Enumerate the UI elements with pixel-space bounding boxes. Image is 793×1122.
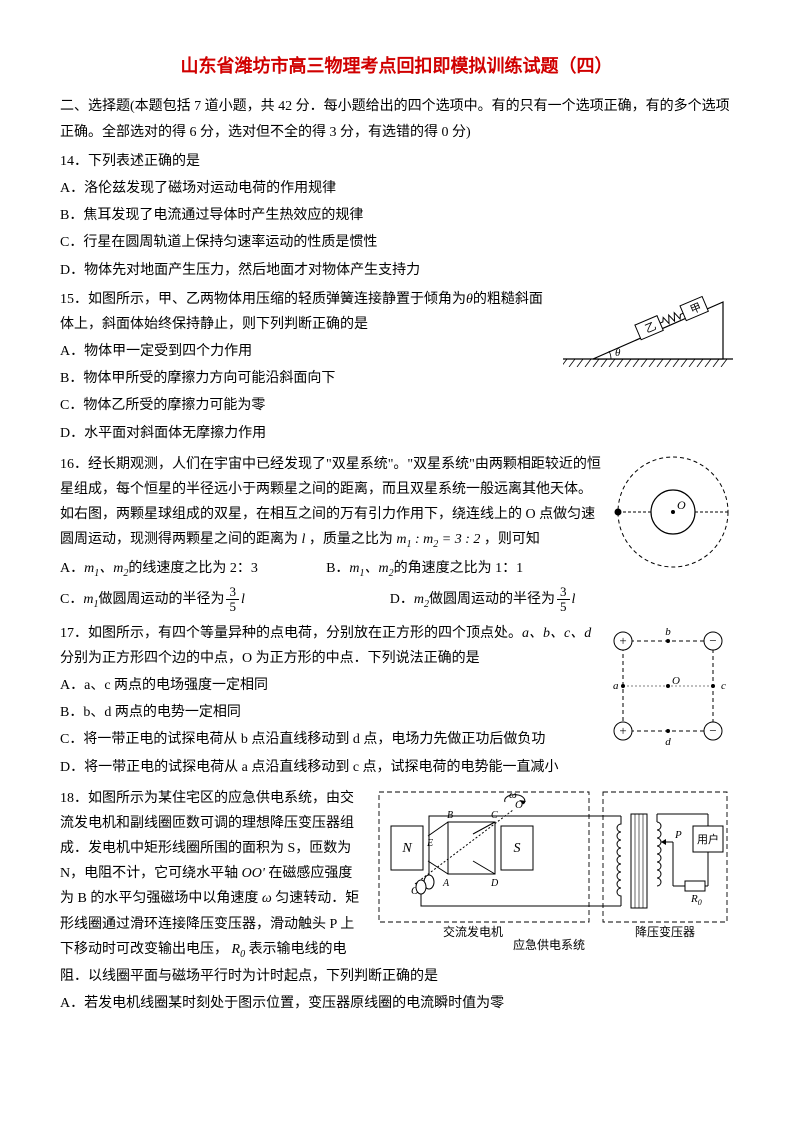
svg-text:+: + [619,633,626,648]
mass-ratio: m1 : m2 = 3 : 2 [393,532,484,547]
frac-3-5-d: 35 [557,585,570,615]
question-15: θ 乙 甲 15．如图所示，甲、乙两物体用压缩的轻质弹簧连接静置于倾角为θ的粗糙… [60,287,733,448]
svg-text:−: − [709,633,716,648]
q14-option-D: D．物体先对地面产生压力，然后地面才对物体产生支持力 [60,258,733,283]
svg-text:N: N [401,841,412,856]
svg-text:b: b [665,626,671,638]
q16-option-D: D．m2做圆周运动的半径为35l [390,585,720,615]
q14-option-B: B．焦耳发现了电流通过导体时产生热效应的规律 [60,203,733,228]
q14-option-C: C．行星在圆周轨道上保持匀速率运动的性质是惯性 [60,230,733,255]
q17-option-D: D．将一带正电的试探电荷从 a 点沿直线移动到 c 点，试探电荷的电势能一直减小 [60,755,733,780]
q14-stem: 14．下列表述正确的是 [60,149,733,174]
q16-A-text: 的线速度之比为 2：3 [128,561,258,576]
OO-prime: OO' [238,866,268,881]
svg-text:a: a [613,680,619,692]
svg-text:R0: R0 [690,893,702,907]
l-c: l [241,592,245,607]
m1-m2-b: m1、m2 [349,561,393,576]
svg-text:+: + [619,723,626,738]
q17-stem-a: 17．如图所示，有四个等量异种的点电荷，分别放在正方形的四个顶点处。 [60,626,522,641]
omega: ω [258,891,275,906]
generator-label: 交流发电机 [443,924,503,939]
R0: R0 [228,942,249,957]
question-14: 14．下列表述正确的是 A．洛伦兹发现了磁场对运动电荷的作用规律 B．焦耳发现了… [60,149,733,283]
q15-option-C: C．物体乙所受的摩擦力可能为零 [60,393,733,418]
m2-d: m2 [414,592,429,607]
q16-option-C: C．m1做圆周运动的半径为35l [60,585,390,615]
svg-text:P: P [674,829,682,841]
question-18: N S O O' B C A D E ω [60,786,733,1018]
q14-option-A: A．洛伦兹发现了磁场对运动电荷的作用规律 [60,176,733,201]
abcd: a、b、c、d [522,626,591,641]
svg-text:ω: ω [509,789,517,801]
q16-A-prefix: A． [60,561,84,576]
l-d: l [572,592,576,607]
m1-c: m1 [83,592,98,607]
svg-text:θ: θ [615,347,621,359]
q15-figure: θ 乙 甲 [563,287,733,367]
q16-B-prefix: B． [326,561,349,576]
user-label: 用户 [697,832,719,846]
q17-figure: + − + − b c d a O [603,621,733,751]
q16-C-prefix: C． [60,592,83,607]
svg-text:O: O [677,498,686,512]
transformer-label: 降压变压器 [635,924,695,939]
question-16: O 16．经长期观测，人们在宇宙中已经发现了"双星系统"。"双星系统"由两颗相距… [60,452,733,617]
svg-text:O: O [672,675,680,687]
svg-text:S: S [514,841,521,856]
q16-B-text: 的角速度之比为 1：1 [394,561,524,576]
q15-stem-a: 15．如图所示，甲、乙两物体用压缩的轻质弹簧连接静置于倾角为 [60,292,466,307]
svg-text:D: D [490,878,499,889]
section-instructions: 二、选择题(本题包括 7 道小题，共 42 分．每小题给出的四个选项中。有的只有… [60,94,733,144]
q18-figure: N S O O' B C A D E ω [373,786,733,951]
q17-stem-b: 分别为正方形四个边的中点，O 为正方形的中点．下列说法正确的是 [60,651,480,666]
svg-text:E: E [426,838,433,849]
svg-text:−: − [709,723,716,738]
q16-figure: O [613,452,733,572]
q15-option-D: D．水平面对斜面体无摩擦力作用 [60,421,733,446]
theta-symbol: θ [466,292,473,307]
exam-title: 山东省潍坊市高三物理考点回扣即模拟训练试题（四） [60,50,733,82]
q16-option-A: A．m1、m2的线速度之比为 2：3 [60,556,326,583]
system-label: 应急供电系统 [513,937,585,951]
m1-m2-a: m1、m2 [84,561,128,576]
q16-D-prefix: D． [390,592,414,607]
q16-option-B: B．m1、m2的角速度之比为 1：1 [326,556,592,583]
q16-D-text: 做圆周运动的半径为 [429,592,555,607]
question-17: + − + − b c d a O 17．如图所示，有四个等量异种的点电荷，分别… [60,621,733,782]
q16-stem-b: ，质量之比为 [309,532,393,547]
q16-stem-c: ，则可知 [484,532,540,547]
frac-3-5-c: 35 [226,585,239,615]
svg-text:c: c [721,680,726,692]
q18-option-A: A．若发电机线圈某时刻处于图示位置，变压器原线圈的电流瞬时值为零 [60,991,733,1016]
length-l: l [298,532,309,547]
svg-text:A: A [442,878,450,889]
svg-text:d: d [665,736,671,748]
q15-option-B: B．物体甲所受的摩擦力方向可能沿斜面向下 [60,366,733,391]
q16-C-text: 做圆周运动的半径为 [98,592,224,607]
